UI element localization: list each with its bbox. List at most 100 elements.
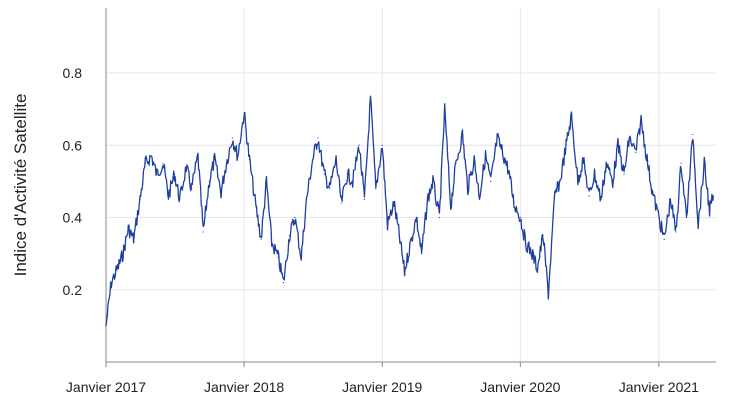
data-point bbox=[197, 155, 199, 157]
data-point bbox=[501, 151, 504, 154]
data-point bbox=[122, 253, 124, 255]
data-point bbox=[237, 155, 239, 157]
data-point bbox=[542, 234, 544, 237]
data-point bbox=[703, 162, 705, 164]
data-point bbox=[231, 137, 233, 139]
data-point bbox=[559, 180, 561, 182]
data-point bbox=[117, 267, 119, 269]
data-point bbox=[329, 188, 331, 190]
data-point bbox=[415, 216, 417, 219]
data-point bbox=[444, 108, 446, 110]
x-tick-label: Janvier 2017 bbox=[66, 379, 146, 395]
data-point bbox=[450, 206, 452, 208]
data-point bbox=[167, 195, 170, 197]
y-axis-title: Indice d'Activité Satellite bbox=[11, 94, 30, 277]
data-point bbox=[554, 195, 556, 197]
x-tick-label: Janvier 2020 bbox=[480, 379, 560, 395]
data-point bbox=[358, 144, 360, 146]
data-point bbox=[519, 216, 521, 219]
data-point bbox=[277, 256, 279, 258]
data-point bbox=[243, 112, 245, 114]
data-point bbox=[680, 162, 682, 164]
data-point bbox=[386, 224, 389, 226]
data-point bbox=[461, 133, 464, 136]
data-point bbox=[305, 198, 308, 201]
data-point bbox=[150, 155, 153, 157]
data-point bbox=[127, 227, 129, 229]
data-point bbox=[352, 180, 354, 182]
data-point bbox=[225, 162, 227, 164]
data-point bbox=[675, 231, 677, 233]
data-point bbox=[312, 159, 314, 161]
data-point bbox=[455, 162, 457, 164]
data-point bbox=[248, 159, 251, 161]
data-point bbox=[547, 292, 549, 294]
data-point bbox=[381, 144, 383, 146]
data-point bbox=[139, 198, 141, 201]
data-point bbox=[623, 173, 625, 175]
data-point bbox=[265, 180, 268, 182]
data-point bbox=[658, 216, 660, 219]
data-point bbox=[531, 253, 533, 255]
x-tick-labels: Janvier 2017 Janvier 2018 Janvier 2019 Janv… bbox=[66, 362, 699, 395]
data-point bbox=[432, 180, 434, 182]
data-point bbox=[605, 162, 607, 164]
x-tick-label: Janvier 2018 bbox=[204, 379, 284, 395]
data-point bbox=[369, 97, 372, 99]
data-point bbox=[484, 155, 487, 157]
data-point bbox=[179, 198, 181, 201]
data-point bbox=[640, 119, 642, 121]
data-point bbox=[525, 242, 527, 244]
data-point bbox=[646, 159, 648, 161]
data-point bbox=[260, 238, 262, 240]
data-point bbox=[496, 137, 498, 139]
y-tick-label: 0.4 bbox=[63, 210, 83, 226]
data-point bbox=[288, 234, 291, 237]
data-point bbox=[300, 256, 302, 258]
data-point bbox=[133, 238, 135, 240]
data-point bbox=[346, 173, 349, 175]
data-point bbox=[255, 206, 257, 208]
y-tick-label: 0.8 bbox=[63, 65, 83, 81]
data-point bbox=[600, 198, 602, 201]
data-point bbox=[708, 209, 711, 211]
y-tick-label: 0.2 bbox=[63, 282, 83, 298]
data-point bbox=[282, 281, 285, 284]
data-point bbox=[202, 231, 204, 233]
data-point bbox=[398, 234, 400, 237]
data-point bbox=[156, 173, 158, 175]
data-point bbox=[669, 198, 672, 201]
data-point bbox=[110, 281, 112, 284]
data-point bbox=[438, 216, 440, 219]
data-point bbox=[635, 151, 637, 154]
data-point bbox=[271, 242, 273, 244]
data-point bbox=[409, 245, 411, 248]
data-point bbox=[220, 191, 222, 193]
data-point bbox=[588, 195, 590, 197]
data-point bbox=[692, 133, 694, 136]
data-point bbox=[363, 198, 366, 201]
data-point bbox=[208, 180, 210, 182]
data-point bbox=[144, 162, 146, 164]
axes bbox=[105, 8, 716, 363]
data-point bbox=[651, 191, 654, 193]
data-point bbox=[582, 159, 584, 161]
data-point bbox=[612, 180, 614, 182]
data-point bbox=[375, 188, 377, 190]
data-point bbox=[712, 195, 714, 197]
data-point bbox=[340, 202, 342, 204]
data-point bbox=[628, 137, 630, 139]
data-point bbox=[190, 188, 193, 190]
data-point bbox=[663, 238, 665, 240]
data-point bbox=[593, 173, 596, 175]
data-point bbox=[513, 202, 515, 204]
data-point bbox=[570, 115, 573, 117]
data-point bbox=[214, 159, 216, 161]
data-point bbox=[162, 162, 164, 164]
x-tick-label: Janvier 2021 bbox=[619, 379, 699, 395]
data-point bbox=[467, 188, 469, 190]
gridlines bbox=[105, 8, 716, 362]
data-point bbox=[323, 173, 325, 175]
data-point bbox=[565, 144, 567, 146]
data-point bbox=[490, 180, 492, 182]
